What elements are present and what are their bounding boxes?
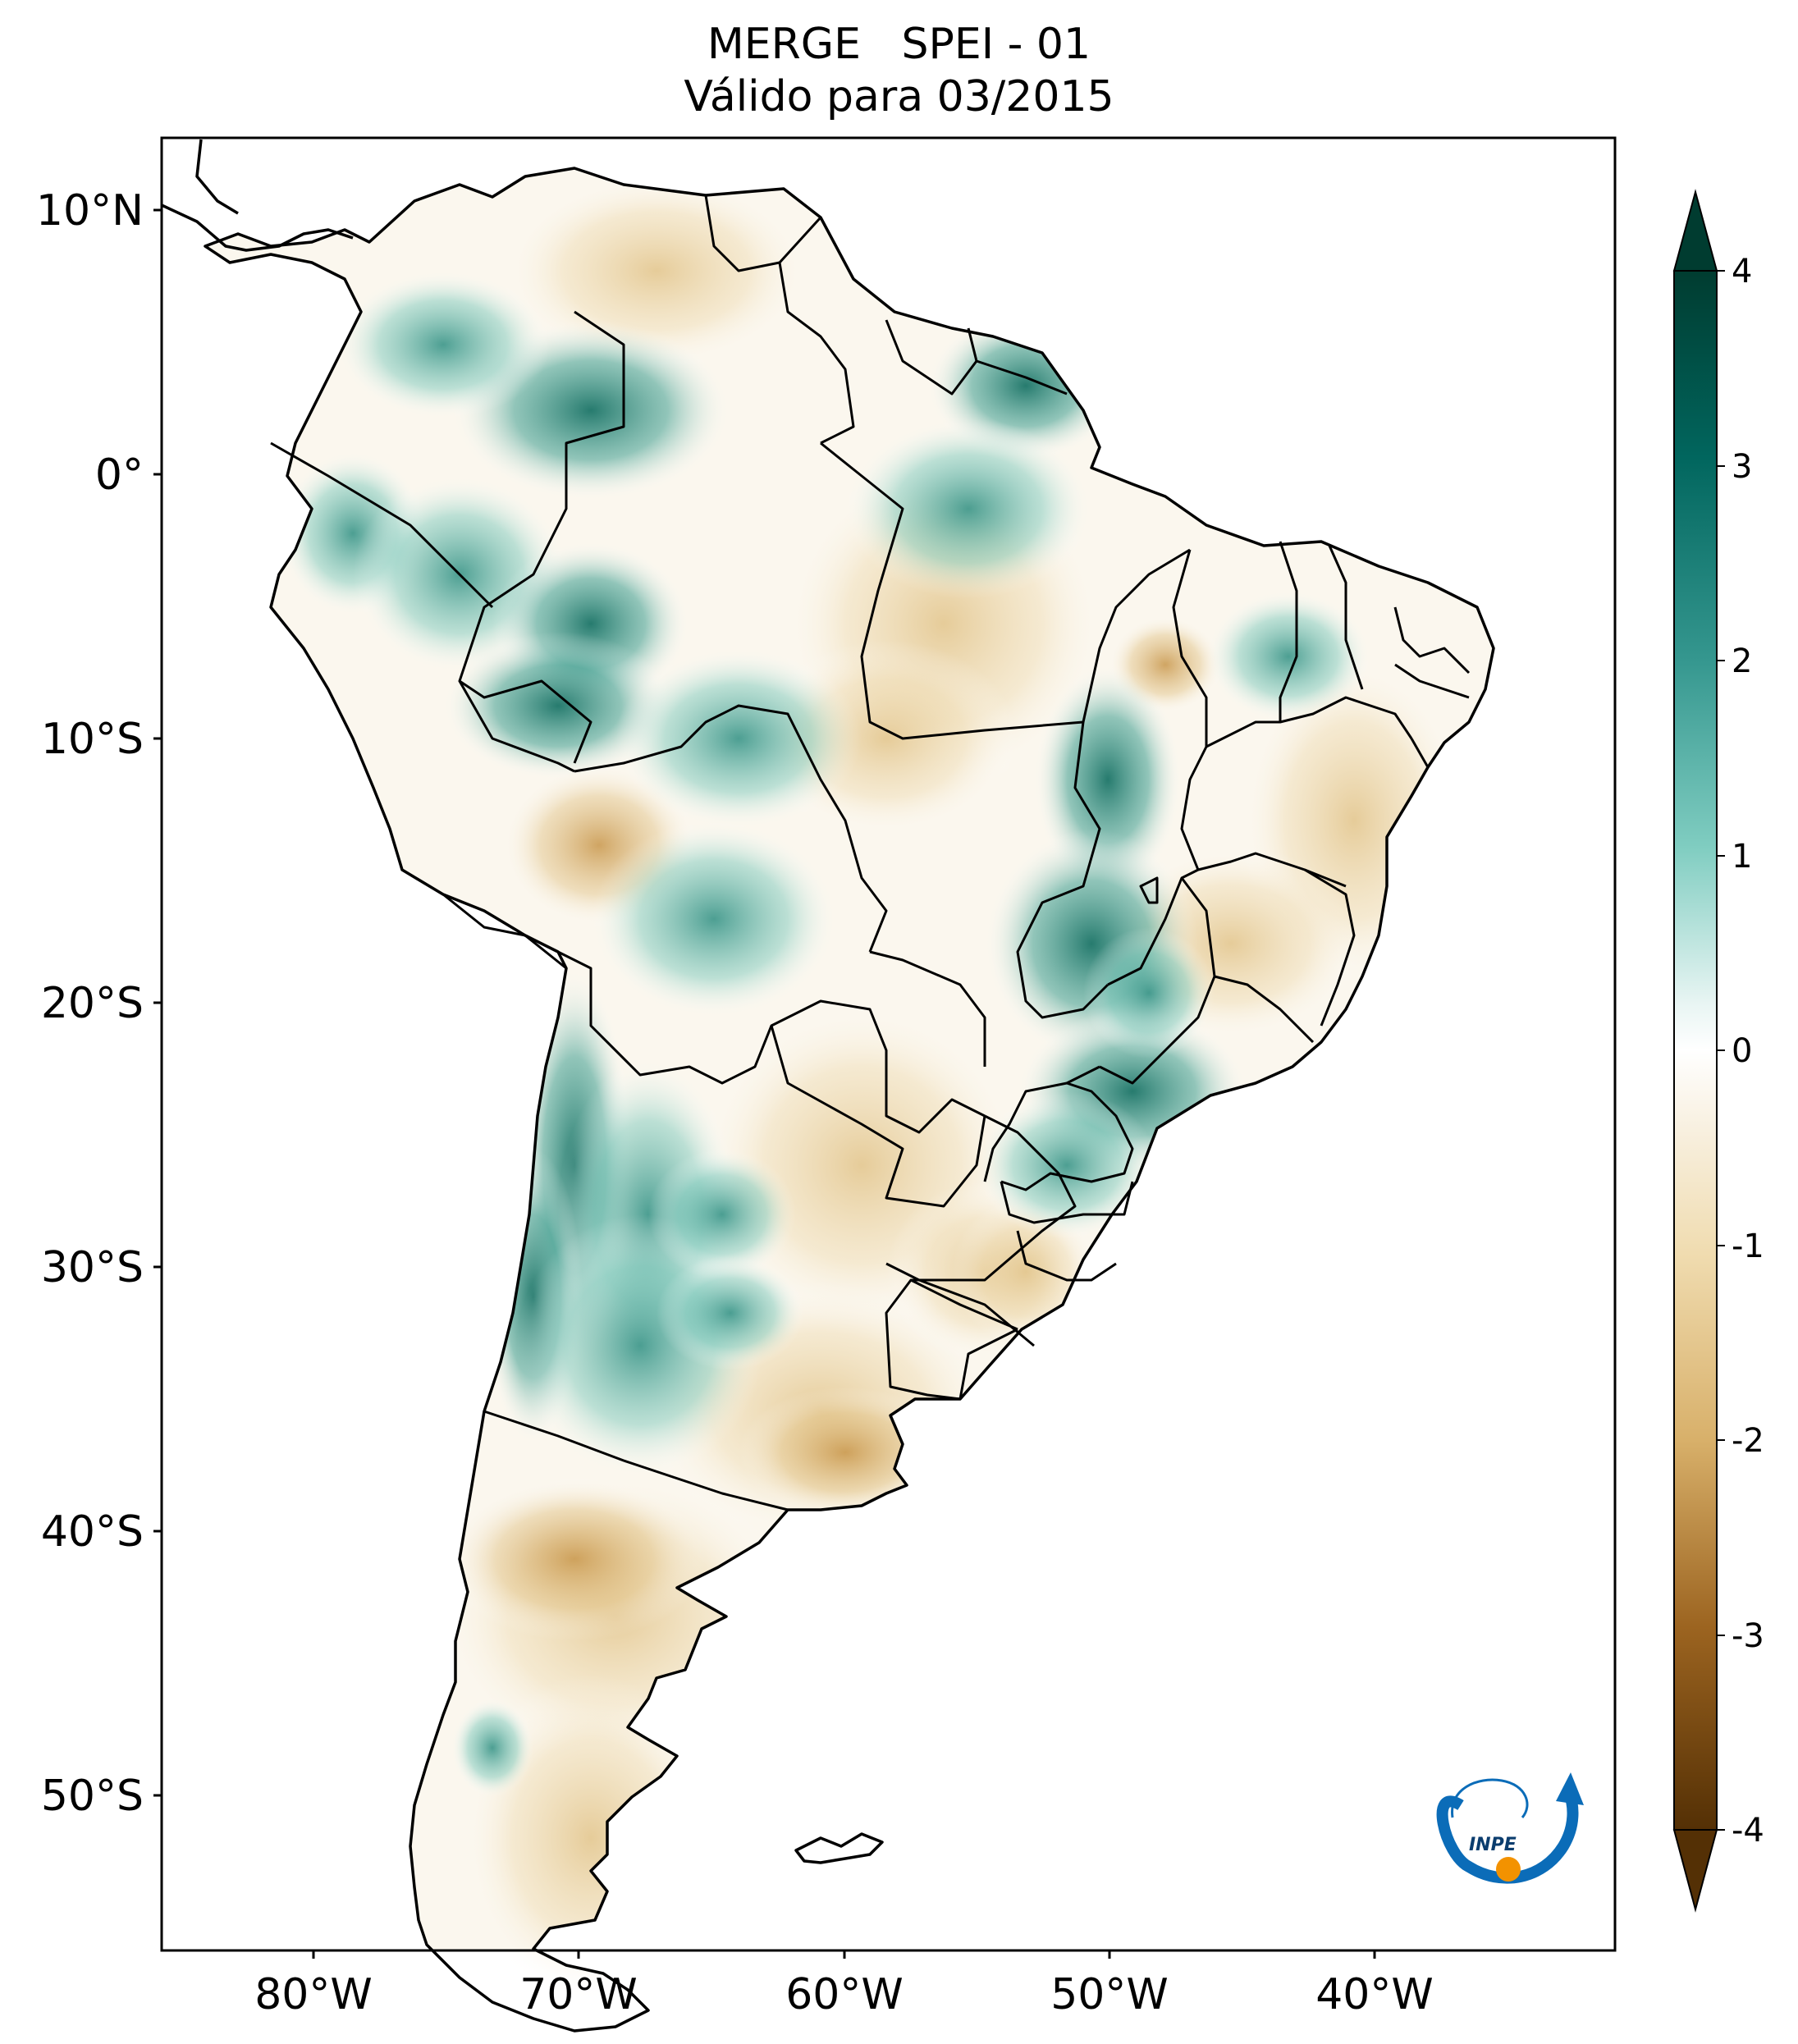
colorbar-bar bbox=[1673, 270, 1718, 1831]
logo-sun-icon bbox=[1496, 1857, 1521, 1882]
map-title: MERGE SPEI - 01 Válido para 03/2015 bbox=[0, 18, 1798, 123]
logo-arrow-icon bbox=[1556, 1772, 1584, 1805]
lat-label-30s: 30°S bbox=[41, 1243, 144, 1292]
colorbar-label-0: 0 bbox=[1732, 1032, 1752, 1070]
political-borders bbox=[270, 194, 1471, 1511]
central-america-coast bbox=[161, 203, 354, 252]
logo-orbit-icon bbox=[1451, 1778, 1529, 1818]
colorbar-label-neg4: -4 bbox=[1732, 1812, 1764, 1850]
colorbar-min-extend bbox=[1672, 1829, 1718, 1913]
inpe-logo: INPE bbox=[1436, 1772, 1584, 1884]
longitude-axis: 80°W 70°W 60°W 50°W 40°W bbox=[254, 1950, 1434, 2019]
lon-label-60w: 60°W bbox=[785, 1970, 904, 2019]
colorbar-label-1: 1 bbox=[1732, 838, 1752, 876]
lon-label-40w: 40°W bbox=[1315, 1970, 1434, 2019]
colorbar-label-neg2: -2 bbox=[1732, 1422, 1764, 1460]
colorbar-label-3: 3 bbox=[1732, 448, 1752, 486]
colorbar-label-2: 2 bbox=[1732, 642, 1752, 680]
falkland-islands bbox=[794, 1832, 884, 1864]
lat-label-10n: 10°N bbox=[36, 186, 144, 235]
lat-label-20s: 20°S bbox=[41, 979, 144, 1028]
lon-label-70w: 70°W bbox=[519, 1970, 638, 2019]
latitude-axis: 10°N 0° 10°S 20°S 30°S 40°S 50°S bbox=[36, 186, 162, 1821]
colorbar: 4 3 2 1 0 -1 -2 -3 -4 bbox=[1672, 189, 1764, 1913]
colorbar-label-4: 4 bbox=[1732, 253, 1752, 290]
title-line-2: Válido para 03/2015 bbox=[684, 72, 1114, 121]
colorbar-label-neg1: -1 bbox=[1732, 1228, 1764, 1265]
colorbar-max-extend bbox=[1672, 189, 1718, 272]
map-frame bbox=[160, 136, 1617, 1952]
lat-label-50s: 50°S bbox=[41, 1772, 144, 1821]
lon-label-80w: 80°W bbox=[254, 1970, 373, 2019]
colorbar-label-neg3: -3 bbox=[1732, 1617, 1764, 1655]
title-line-1: MERGE SPEI - 01 bbox=[707, 20, 1091, 69]
central-america-border bbox=[195, 139, 239, 215]
logo-text: INPE bbox=[1469, 1835, 1517, 1855]
lat-label-10s: 10°S bbox=[41, 715, 144, 764]
lon-label-50w: 50°W bbox=[1050, 1970, 1169, 2019]
lat-label-40s: 40°S bbox=[41, 1507, 144, 1557]
lat-label-0: 0° bbox=[95, 450, 144, 500]
